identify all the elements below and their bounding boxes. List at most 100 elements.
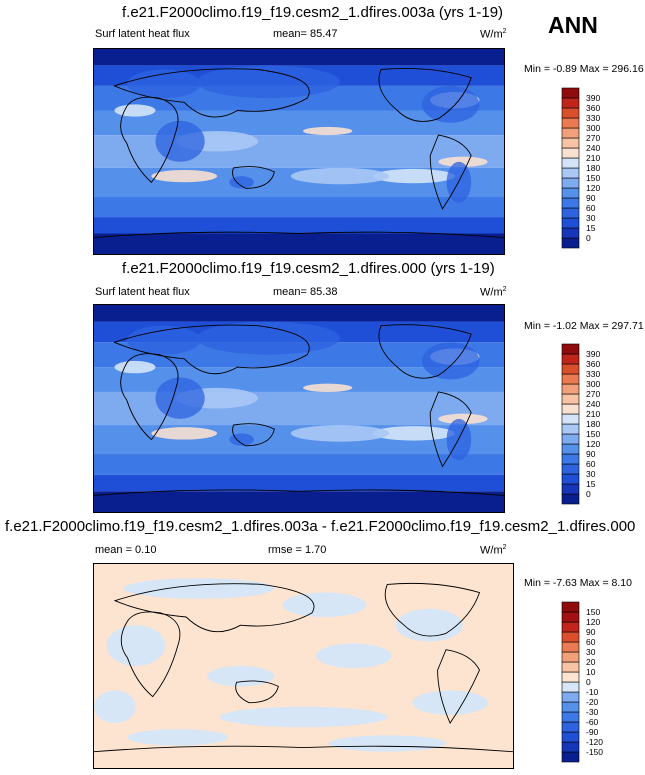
colorbar-box: [561, 413, 580, 425]
colorbar-tick-label: 15: [586, 479, 596, 489]
colorbar-tick-label: 180: [586, 163, 600, 173]
colorbar-box: [561, 217, 580, 229]
colorbar-tick-label: 120: [586, 617, 600, 627]
colorbar-tick-label: 360: [586, 103, 600, 113]
panel-1-units: W/m2: [480, 28, 507, 41]
colorbar-tick-label: 15: [586, 223, 596, 233]
panel-3-field: [94, 564, 513, 768]
colorbar-box: [561, 601, 580, 613]
colorbar-box: [561, 621, 580, 633]
colorbar-box: [561, 157, 580, 169]
colorbar-tick-label: 90: [586, 449, 596, 459]
colorbar-box: [561, 641, 580, 653]
colorbar-box: [561, 721, 580, 733]
colorbar-box: [561, 463, 580, 475]
colorbar-box: [561, 107, 580, 119]
panel-2-units: W/m2: [480, 286, 507, 299]
colorbar-box: [561, 701, 580, 713]
colorbar-box: [561, 741, 580, 753]
colorbar-tick-label: 60: [586, 637, 596, 647]
colorbar-box: [561, 127, 580, 139]
panel-3-map-svg: [94, 564, 513, 768]
panel-1-field: [94, 49, 504, 254]
colorbar-box: [561, 423, 580, 435]
colorbar-box: [561, 237, 580, 249]
colorbar-tick-label: -90: [586, 727, 599, 737]
colorbar-tick-label: -30: [586, 707, 599, 717]
colorbar-box: [561, 681, 580, 693]
colorbar-tick-label: 0: [586, 677, 591, 687]
panel-2-field: [94, 305, 504, 512]
panel-2-coastlines: [94, 324, 504, 496]
colorbar-tick-label: 150: [586, 607, 600, 617]
colorbar-box: [561, 691, 580, 703]
panel-3-map: [93, 563, 514, 769]
colorbar-box: [561, 453, 580, 465]
colorbar-tick-label: 300: [586, 379, 600, 389]
colorbar-box: [561, 167, 580, 179]
colorbar-box: [561, 383, 580, 395]
colorbar-box: [561, 197, 580, 209]
panel-2-map: [93, 304, 505, 513]
colorbar-tick-label: 120: [586, 183, 600, 193]
colorbar-box: [561, 651, 580, 663]
colorbar-tick-label: 330: [586, 369, 600, 379]
colorbar-box: [561, 227, 580, 239]
colorbar-box: [561, 393, 580, 405]
panel-3-title: f.e21.F2000climo.f19_f19.cesm2_1.dfires.…: [5, 518, 636, 535]
colorbar-tick-label: 150: [586, 429, 600, 439]
panel-2-minmax: Min = -1.02 Max = 297.71: [524, 320, 644, 332]
colorbar-box: [561, 373, 580, 385]
colorbar-box: [561, 87, 580, 99]
colorbar-tick-label: 300: [586, 123, 600, 133]
colorbar-tick-label: -150: [586, 747, 603, 757]
colorbar-tick-label: 30: [586, 213, 596, 223]
colorbar-tick-label: 180: [586, 419, 600, 429]
panel-3-mean: mean = 0.10: [95, 544, 157, 556]
panel-3-units: W/m2: [480, 544, 507, 557]
colorbar-tick-label: 60: [586, 203, 596, 213]
colorbar-tick-label: 90: [586, 627, 596, 637]
colorbar-tick-label: 210: [586, 409, 600, 419]
colorbar-tick-label: 20: [586, 657, 596, 667]
colorbar-box: [561, 433, 580, 445]
panel-2-variable-label: Surf latent heat flux: [95, 286, 190, 298]
colorbar-box: [561, 611, 580, 623]
colorbar-box: [561, 493, 580, 505]
colorbar-tick-label: 270: [586, 389, 600, 399]
panel-1-minmax: Min = -0.89 Max = 296.16: [524, 63, 644, 75]
colorbar-box: [561, 661, 580, 673]
panel-2-title: f.e21.F2000climo.f19_f19.cesm2_1.dfires.…: [122, 260, 495, 277]
colorbar-box: [561, 473, 580, 485]
panel-2-mean: mean= 85.38: [273, 286, 338, 298]
colorbar-tick-label: 30: [586, 469, 596, 479]
panel-3-coastlines: [94, 582, 513, 753]
colorbar-tick-label: 30: [586, 647, 596, 657]
colorbar-box: [561, 343, 580, 355]
panel-1-mean: mean= 85.47: [273, 28, 338, 40]
colorbar-box: [561, 483, 580, 495]
colorbar-tick-label: 120: [586, 439, 600, 449]
colorbar-tick-label: 240: [586, 399, 600, 409]
panel-2-map-svg: [94, 305, 504, 512]
panel-1-variable-label: Surf latent heat flux: [95, 28, 190, 40]
colorbar-box: [561, 117, 580, 129]
colorbar-box: [561, 363, 580, 375]
colorbar-tick-label: 10: [586, 667, 596, 677]
colorbar-box: [561, 177, 580, 189]
colorbar-tick-label: -120: [586, 737, 603, 747]
colorbar-box: [561, 187, 580, 199]
colorbar-box: [561, 711, 580, 723]
colorbar-box: [561, 731, 580, 743]
panel-3-rmse: rmse = 1.70: [268, 544, 327, 556]
colorbar-tick-label: -20: [586, 697, 599, 707]
colorbar-tick-label: 60: [586, 459, 596, 469]
colorbar-tick-label: 90: [586, 193, 596, 203]
colorbar-box: [561, 97, 580, 109]
colorbar-tick-label: 270: [586, 133, 600, 143]
colorbar-box: [561, 137, 580, 149]
colorbar-tick-label: 360: [586, 359, 600, 369]
